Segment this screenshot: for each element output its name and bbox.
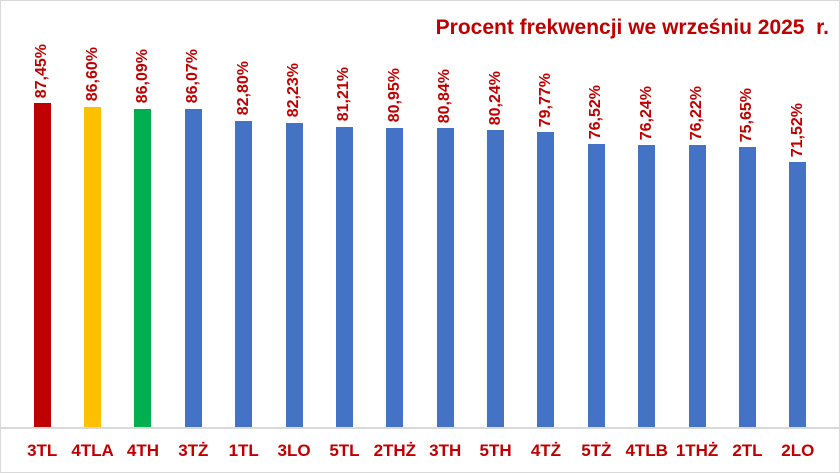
bar-column-3LO: 82,23% <box>269 63 319 427</box>
x-axis-label-3TŻ: 3TŻ <box>178 440 209 460</box>
bar-column-5TL: 81,21% <box>319 67 369 427</box>
bar-column-3TŻ: 86,07% <box>168 49 218 427</box>
bar-value-label: 79,77% <box>536 72 554 127</box>
x-axis-label-4TLB: 4TLB <box>625 440 668 460</box>
bar-4TLA <box>84 106 102 427</box>
bar-value-label: 80,24% <box>486 70 504 126</box>
bar-1TL <box>235 120 253 427</box>
bar-value-label: 80,95% <box>385 68 403 123</box>
bar-2TL <box>738 147 756 427</box>
x-axis-label-2THŻ: 2THŻ <box>373 440 417 460</box>
bar-column-5TŻ: 76,52% <box>571 85 621 427</box>
bar-value-label: 81,21% <box>335 67 353 122</box>
x-axis-label-3TL: 3TL <box>27 440 58 460</box>
bar-column-4TŻ: 79,77% <box>521 73 571 427</box>
bar-3LO <box>285 122 303 427</box>
bar-value-label: 75,65% <box>738 87 756 143</box>
x-axis-label-5TL: 5TL <box>329 440 360 460</box>
bar-2THŻ <box>386 127 404 427</box>
x-axis-label-4TH: 4TH <box>126 440 159 460</box>
bar-5TL <box>335 126 353 427</box>
bar-5TH <box>487 130 505 427</box>
bar-column-4TLB: 76,24% <box>622 86 672 427</box>
x-axis-label-1THŻ: 1THŻ <box>675 440 719 460</box>
bar-value-label: 86,60% <box>83 47 101 102</box>
x-axis-label-4TŻ: 4TŻ <box>530 440 562 460</box>
x-axis-label-4TLA: 4TLA <box>71 440 114 460</box>
x-axis-labels: 3TL 4TLA 4TH 3TŻ 1TL 3LO 5TL 2THŻ 3TH 5TH 4TŻ 5TŻ 4T… <box>1 429 839 472</box>
bar-4TLB <box>638 144 656 427</box>
bar-4TŻ <box>537 131 555 427</box>
bar-value-label: 86,07% <box>184 49 202 104</box>
x-axis-label-1TL: 1TL <box>228 440 259 460</box>
bar-column-1TL: 82,80% <box>219 61 269 427</box>
chart-title: Procent frekwencji we wrześniu 2025 r. <box>435 16 829 39</box>
bar-column-3TL: 87,45% <box>17 44 67 427</box>
x-axis-label-3TH: 3TH <box>429 440 462 460</box>
x-axis-label-2TL: 2TL <box>732 440 763 460</box>
bar-2LO <box>789 162 807 427</box>
bar-value-label: 80,84% <box>436 68 454 123</box>
bar-column-2TL: 75,65% <box>722 88 772 427</box>
bar-column-3TH: 80,84% <box>420 69 470 427</box>
plot-area: 87,45% 86,60% 86,09% 86,07% 82,80% 82,23% 81,2… <box>1 31 839 427</box>
bar-3TL <box>33 103 51 427</box>
bar-value-label: 82,23% <box>285 63 303 118</box>
bar-column-2THŻ: 80,95% <box>370 68 420 427</box>
x-axis-label-5TŻ: 5TŻ <box>581 440 612 460</box>
x-axis-label-3LO: 3LO <box>277 440 311 460</box>
bar-column-1THŻ: 76,22% <box>672 86 722 427</box>
bar-value-label: 86,09% <box>133 49 151 104</box>
x-axis-line <box>1 427 839 429</box>
bar-1THŻ <box>688 145 706 427</box>
bar-column-2LO: 71,52% <box>773 103 823 427</box>
bar-value-label: 76,52% <box>587 84 605 139</box>
bar-value-label: 82,80% <box>234 61 252 116</box>
bar-column-4TH: 86,09% <box>118 49 168 427</box>
bar-column-4TLA: 86,60% <box>67 47 117 427</box>
x-axis-label-5TH: 5TH <box>479 440 512 460</box>
bar-value-label: 76,22% <box>688 85 706 140</box>
bar-3TH <box>436 127 454 427</box>
bar-4TH <box>134 108 152 427</box>
x-axis-label-2LO: 2LO <box>781 440 815 460</box>
bar-value-label: 71,52% <box>788 103 806 158</box>
bar-column-5TH: 80,24% <box>470 71 520 427</box>
bar-value-label: 87,45% <box>33 44 51 99</box>
bar-3TŻ <box>184 108 202 427</box>
bar-5TŻ <box>587 143 605 427</box>
bar-value-label: 76,24% <box>637 85 655 140</box>
